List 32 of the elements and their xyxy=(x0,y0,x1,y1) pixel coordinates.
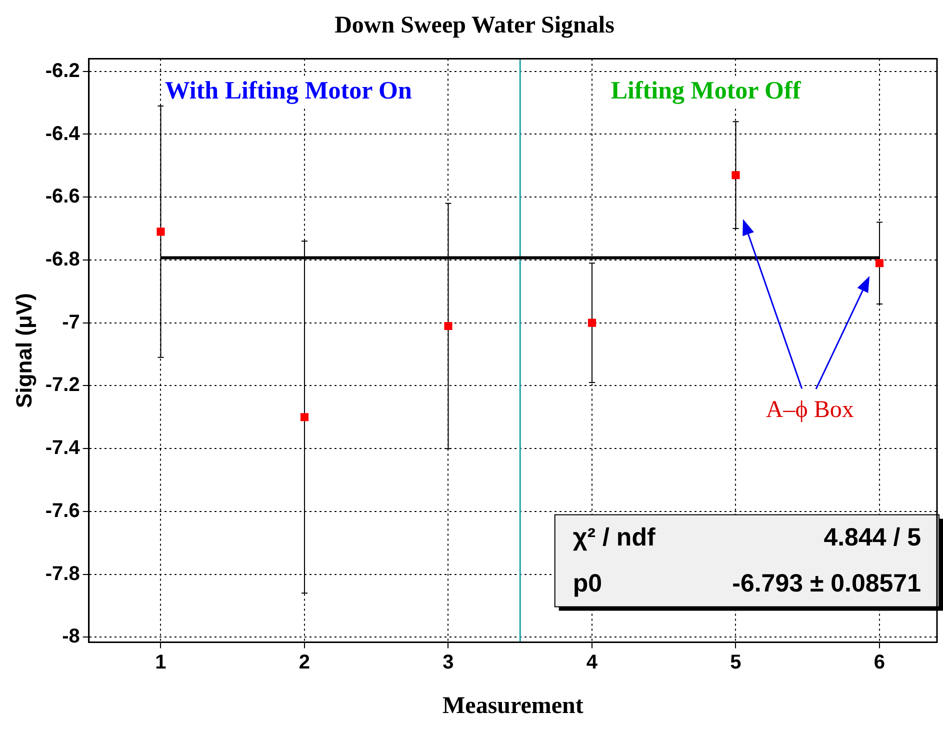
annotation: 4.844 / 5 xyxy=(824,524,922,552)
y-tick-label: -7.6 xyxy=(45,500,80,522)
y-tick-label: -6.2 xyxy=(45,60,80,82)
x-tick-label: 3 xyxy=(442,652,454,674)
annotation: With Lifting Motor On xyxy=(164,77,412,104)
annotation: -6.793 ± 0.08571 xyxy=(732,570,922,598)
annotation: A–ϕ Box xyxy=(766,397,854,424)
chart-title: Down Sweep Water Signals xyxy=(334,12,614,39)
x-tick-label: 6 xyxy=(874,652,886,674)
point xyxy=(300,413,309,422)
annotation: Lifting Motor Off xyxy=(610,77,802,104)
x-tick-label: 2 xyxy=(298,652,310,674)
y-tick-label: -7.4 xyxy=(45,437,81,460)
annotation: p0 xyxy=(572,570,602,598)
x-tick-label: 1 xyxy=(155,652,166,674)
y-tick-label: -7 xyxy=(62,311,80,334)
y-tick-label: -6.6 xyxy=(45,186,80,208)
x-axis-title: Measurement xyxy=(442,692,584,719)
y-tick-label: -6.4 xyxy=(45,122,81,145)
y-tick-label: -7.2 xyxy=(45,374,80,396)
y-axis-title: Signal (μV) xyxy=(11,293,36,408)
point xyxy=(588,318,596,327)
point xyxy=(732,171,740,180)
y-tick-label: -7.8 xyxy=(45,562,80,585)
x-tick-label: 4 xyxy=(586,652,598,674)
y-tick-label: -6.8 xyxy=(45,248,80,270)
point xyxy=(156,228,165,236)
point xyxy=(875,259,884,268)
y-tick-label: -8 xyxy=(62,626,80,648)
x-tick-label: 5 xyxy=(730,652,742,674)
point xyxy=(444,322,452,330)
annotation: χ² / ndf xyxy=(572,524,656,552)
